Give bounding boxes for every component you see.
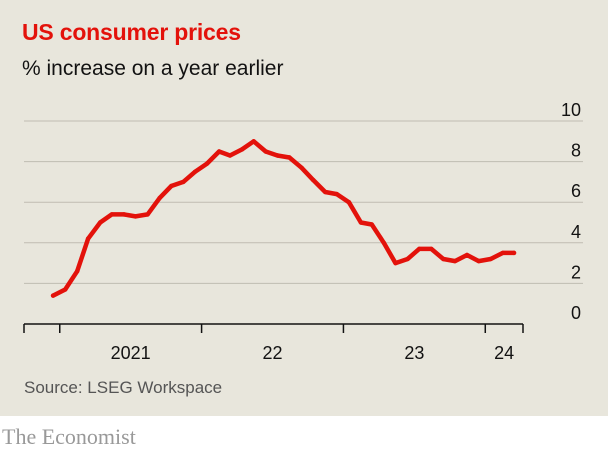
x-tick-label-23: 23 — [404, 343, 424, 363]
chart-subtitle: % increase on a year earlier — [22, 57, 284, 80]
data-point-2022-12 — [334, 191, 339, 197]
data-point-2023-06 — [405, 256, 410, 262]
data-point-2022-02 — [216, 149, 222, 154]
data-point-2021-09 — [157, 195, 162, 201]
chart-title: US consumer prices — [22, 19, 241, 45]
data-point-2022-04 — [239, 147, 245, 152]
data-point-2023-10 — [452, 258, 458, 264]
data-point-2024-02 — [500, 250, 505, 256]
x-tick-label-2021: 2021 — [111, 343, 151, 363]
data-point-2023-02 — [358, 220, 364, 225]
data-point-2022-07 — [275, 153, 280, 158]
data-point-2021-04 — [98, 220, 103, 225]
data-point-2021-07 — [133, 214, 138, 219]
data-point-2022-05 — [251, 139, 256, 144]
x-axis: 2021 22 23 24 — [23, 323, 524, 363]
y-tick-label-4: 4 — [571, 222, 581, 242]
y-tick-label-6: 6 — [571, 181, 581, 201]
x-tick-label-22: 22 — [262, 343, 282, 363]
series-line-0 — [50, 139, 517, 298]
data-point-2022-08 — [287, 155, 292, 160]
data-point-2023-11 — [464, 252, 470, 258]
data-point-2024-01 — [488, 256, 493, 262]
data-point-2021-06 — [121, 212, 127, 217]
data-point-2021-01 — [62, 287, 68, 292]
data-point-2023-03 — [369, 222, 374, 227]
data-point-2023-04 — [381, 240, 386, 245]
data-point-2023-01 — [346, 200, 352, 205]
data-point-2021-05 — [109, 212, 115, 217]
data-point-2022-10 — [310, 177, 316, 183]
data-point-2021-08 — [145, 212, 150, 217]
y-tick-label-8: 8 — [571, 141, 581, 161]
data-point-2021-12 — [192, 169, 198, 174]
data-point-2022-09 — [299, 165, 304, 170]
data-point-2021-11 — [181, 179, 186, 185]
data-point-2023-07 — [417, 246, 422, 252]
data-point-2022-11 — [323, 189, 328, 195]
data-point-2022-03 — [227, 153, 233, 158]
data-point-2023-08 — [429, 246, 434, 252]
brand-logo: The Economist — [2, 424, 136, 449]
data-point-2023-09 — [441, 256, 446, 262]
data-point-2022-01 — [204, 161, 210, 166]
source-note: Source: LSEG Workspace — [24, 378, 223, 397]
data-point-2024-03 — [511, 250, 517, 256]
y-tick-label-2: 2 — [571, 262, 581, 282]
data-point-2023-12 — [476, 258, 481, 264]
data-point-2021-10 — [169, 183, 174, 189]
y-axis-tick-labels: 0 2 4 6 8 10 — [561, 100, 581, 323]
data-point-2020-12 — [50, 293, 56, 298]
data-point-2023-05 — [393, 260, 398, 266]
chart-panel — [0, 0, 608, 416]
y-tick-label-10: 10 — [561, 100, 581, 120]
data-point-2021-03 — [85, 236, 91, 241]
data-point-2021-02 — [75, 269, 80, 274]
x-tick-label-24: 24 — [494, 343, 514, 363]
data-point-2022-06 — [263, 149, 268, 154]
y-tick-label-0: 0 — [571, 303, 581, 323]
grid-lines — [24, 120, 583, 284]
series-group — [50, 139, 517, 298]
